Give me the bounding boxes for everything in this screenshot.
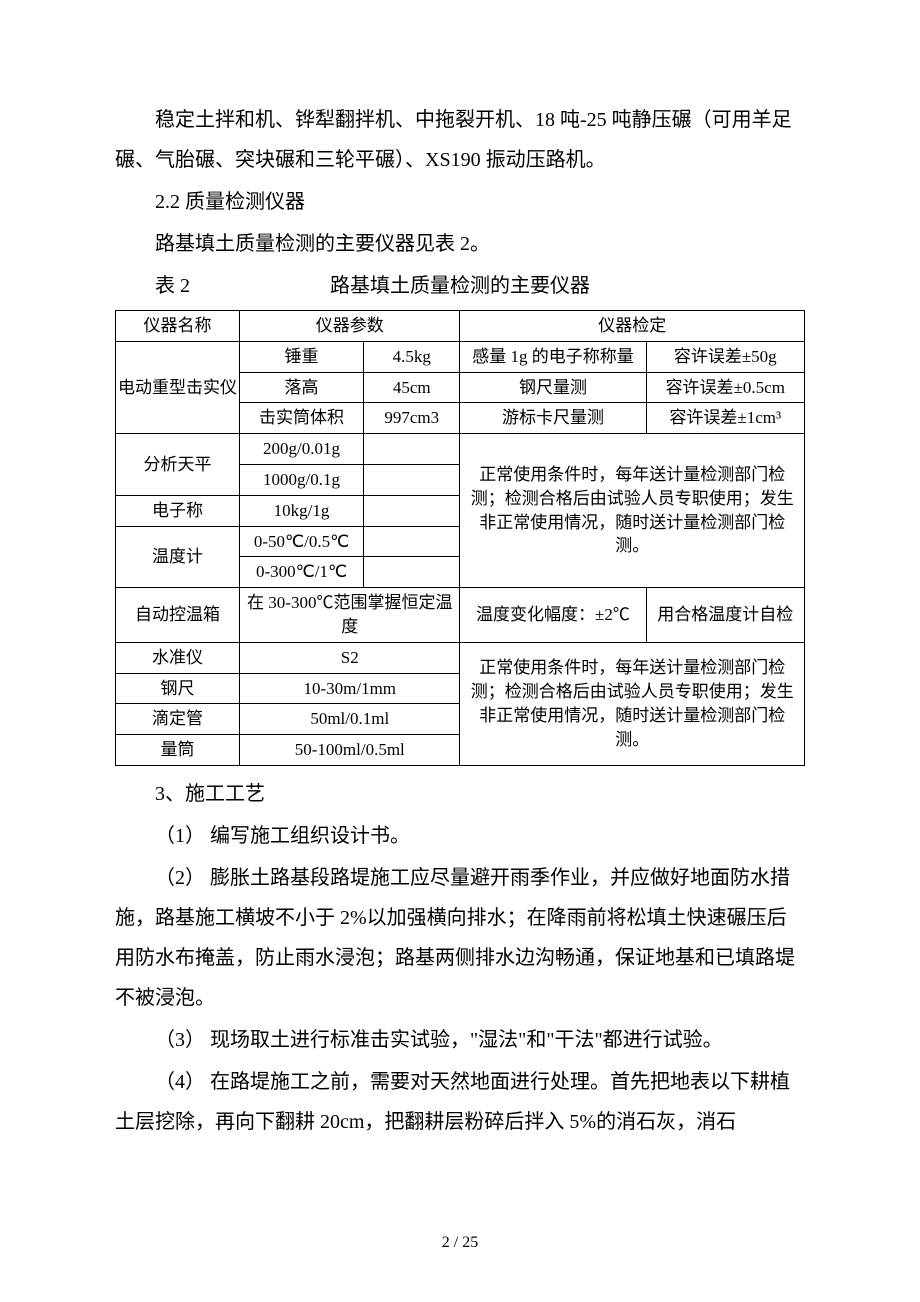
cell-empty	[364, 464, 460, 495]
cell-param: 50-100ml/0.5ml	[240, 735, 460, 766]
cell-tol: 容许误差±1cm³	[646, 403, 805, 434]
cell-note: 正常使用条件时，每年送计量检测部门检测；检测合格后由试验人员专职使用；发生非正常…	[460, 642, 805, 765]
cell-param: 1000g/0.1g	[240, 464, 364, 495]
cell-param: 50ml/0.1ml	[240, 704, 460, 735]
cell-method: 温度变化幅度：±2℃	[460, 588, 646, 643]
cell-param: 0-50℃/0.5℃	[240, 526, 364, 557]
cell-name: 滴定管	[116, 704, 240, 735]
table-caption: 表 2 路基填土质量检测的主要仪器	[115, 266, 805, 306]
table-header-row: 仪器名称 仪器参数 仪器检定	[116, 311, 805, 342]
cell-param: 0-300℃/1℃	[240, 557, 364, 588]
cell-empty	[364, 434, 460, 465]
cell-param: 在 30-300℃范围掌握恒定温度	[240, 588, 460, 643]
cell-name: 温度计	[116, 526, 240, 588]
page-number: 2 / 25	[0, 1234, 920, 1252]
cell-method: 感量 1g 的电子称称量	[460, 341, 646, 372]
cell-param: 200g/0.01g	[240, 434, 364, 465]
cell-param: S2	[240, 642, 460, 673]
header-params: 仪器参数	[240, 311, 460, 342]
cell-name: 量筒	[116, 735, 240, 766]
cell-tol: 容许误差±0.5cm	[646, 372, 805, 403]
cell-param: 落高	[240, 372, 364, 403]
paragraph-3: 路基填土质量检测的主要仪器见表 2。	[115, 224, 805, 264]
cell-empty	[364, 526, 460, 557]
item-4: （4） 在路堤施工之前，需要对天然地面进行处理。首先把地表以下耕植土层挖除，再向…	[115, 1062, 805, 1142]
table-row: 分析天平 200g/0.01g 正常使用条件时，每年送计量检测部门检测；检测合格…	[116, 434, 805, 465]
cell-empty	[364, 495, 460, 526]
cell-note: 正常使用条件时，每年送计量检测部门检测；检测合格后由试验人员专职使用；发生非正常…	[460, 434, 805, 588]
cell-name: 电动重型击实仪	[116, 341, 240, 433]
item-3: （3） 现场取土进行标准击实试验，"湿法"和"干法"都进行试验。	[115, 1020, 805, 1060]
cell-method: 钢尺量测	[460, 372, 646, 403]
table-label: 表 2	[155, 275, 190, 297]
cell-name: 钢尺	[116, 673, 240, 704]
cell-value: 997cm3	[364, 403, 460, 434]
section-heading-3: 3、施工工艺	[115, 774, 805, 814]
cell-name: 分析天平	[116, 434, 240, 496]
table-row: 自动控温箱 在 30-300℃范围掌握恒定温度 温度变化幅度：±2℃ 用合格温度…	[116, 588, 805, 643]
section-heading-22: 2.2 质量检测仪器	[115, 182, 805, 222]
header-verify: 仪器检定	[460, 311, 805, 342]
paragraph-1: 稳定土拌和机、铧犁翻拌机、中拖裂开机、18 吨-25 吨静压碾（可用羊足碾、气胎…	[115, 100, 805, 180]
item-1: （1） 编写施工组织设计书。	[115, 816, 805, 856]
header-name: 仪器名称	[116, 311, 240, 342]
cell-param: 击实筒体积	[240, 403, 364, 434]
cell-tol: 容许误差±50g	[646, 341, 805, 372]
cell-param: 锤重	[240, 341, 364, 372]
cell-tol: 用合格温度计自检	[646, 588, 805, 643]
cell-method: 游标卡尺量测	[460, 403, 646, 434]
table-row: 水准仪 S2 正常使用条件时，每年送计量检测部门检测；检测合格后由试验人员专职使…	[116, 642, 805, 673]
cell-value: 4.5kg	[364, 341, 460, 372]
cell-param: 10kg/1g	[240, 495, 364, 526]
item-2: （2） 膨胀土路基段路堤施工应尽量避开雨季作业，并应做好地面防水措施，路基施工横…	[115, 858, 805, 1018]
cell-value: 45cm	[364, 372, 460, 403]
cell-name: 自动控温箱	[116, 588, 240, 643]
cell-name: 电子称	[116, 495, 240, 526]
table-row: 电动重型击实仪 锤重 4.5kg 感量 1g 的电子称称量 容许误差±50g	[116, 341, 805, 372]
cell-name: 水准仪	[116, 642, 240, 673]
table-title: 路基填土质量检测的主要仪器	[330, 275, 590, 297]
cell-param: 10-30m/1mm	[240, 673, 460, 704]
cell-empty	[364, 557, 460, 588]
instruments-table: 仪器名称 仪器参数 仪器检定 电动重型击实仪 锤重 4.5kg 感量 1g 的电…	[115, 310, 805, 766]
